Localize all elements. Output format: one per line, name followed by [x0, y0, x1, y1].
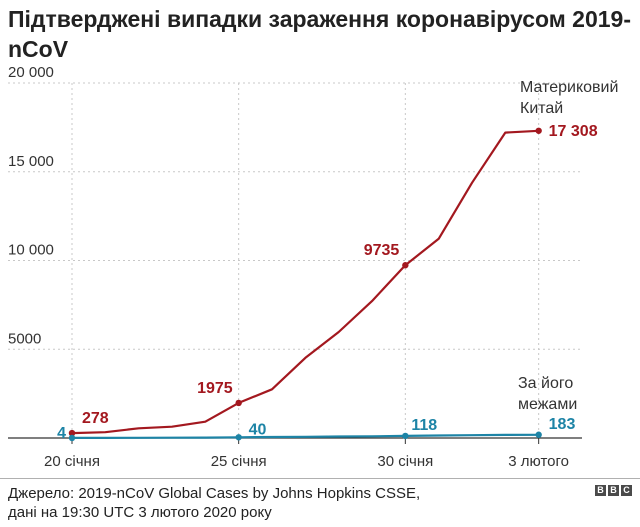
x-tick-label: 25 січня — [211, 453, 267, 470]
data-label-china: 278 — [82, 410, 109, 427]
series-name-outside: За його — [518, 375, 573, 392]
data-point-china — [68, 429, 76, 437]
series-lines — [68, 127, 542, 442]
data-label-china: 9735 — [364, 242, 400, 259]
line-chart: 5000 10 000 15 000 20 000 20 січня 25 січня 30… — [8, 64, 618, 470]
series-line-outside — [72, 433, 539, 439]
series-line-china — [71, 129, 539, 435]
source-line-1: Джерело: 2019-nCoV Global Cases by Johns… — [8, 485, 421, 502]
y-tick-label: 5000 — [8, 330, 41, 347]
data-label-outside: 183 — [549, 416, 576, 433]
data-point-outside — [68, 434, 76, 442]
labels: 5000 10 000 15 000 20 000 20 січня 25 січня 30… — [8, 64, 618, 470]
data-point-china — [535, 127, 542, 134]
bbc-logo: B B C — [595, 485, 632, 496]
y-tick-label: 20 000 — [8, 64, 54, 81]
footer-divider — [0, 478, 640, 479]
data-label-china: 17 308 — [549, 123, 598, 140]
gridlines — [8, 82, 582, 438]
bbc-logo-letter: C — [621, 485, 632, 496]
data-label-outside: 40 — [249, 421, 267, 438]
x-tick-label: 3 лютого — [508, 453, 569, 470]
data-point-china — [402, 262, 409, 269]
data-point-outside — [402, 432, 409, 440]
data-label-outside: 4 — [57, 425, 66, 442]
chart-title: Підтверджені випадки зараження коронавір… — [8, 6, 632, 62]
series-name-outside: межами — [518, 396, 577, 413]
y-tick-label: 15 000 — [8, 153, 54, 170]
data-label-china: 1975 — [197, 380, 233, 397]
series-name-china: Китай — [520, 100, 563, 117]
bbc-logo-letter: B — [595, 485, 606, 496]
data-point-outside — [535, 431, 542, 438]
source-note: Джерело: 2019-nCoV Global Cases by Johns… — [8, 484, 528, 522]
bbc-logo-letter: B — [608, 485, 619, 496]
data-label-outside: 118 — [411, 417, 437, 434]
data-point-outside — [235, 434, 242, 441]
source-line-2: дані на 19:30 UTC 3 лютого 2020 року — [8, 504, 272, 521]
x-tick-label: 30 січня — [377, 453, 433, 470]
y-tick-label: 10 000 — [8, 242, 54, 259]
data-point-china — [235, 399, 242, 407]
x-tick-label: 20 січня — [44, 453, 100, 470]
series-name-china: Материковий — [520, 79, 618, 96]
